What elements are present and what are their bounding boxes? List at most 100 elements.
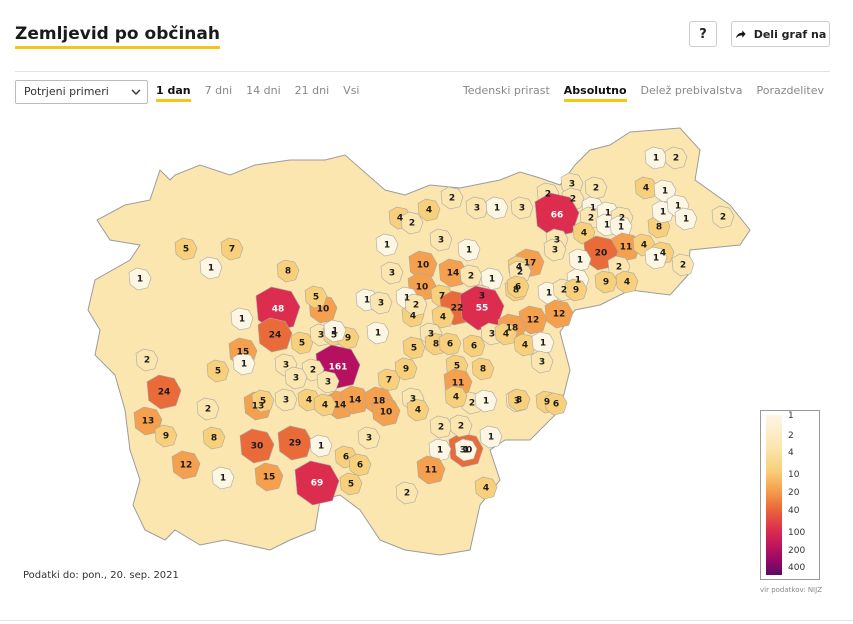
municipality-area[interactable]	[429, 415, 453, 439]
municipality-area[interactable]	[304, 285, 328, 309]
municipality-area[interactable]	[531, 331, 555, 355]
municipality-area[interactable]	[402, 336, 426, 360]
municipality-area[interactable]	[471, 357, 495, 381]
municipality-area[interactable]	[568, 248, 592, 272]
municipality-area[interactable]	[290, 331, 314, 355]
municipality-area[interactable]	[257, 317, 293, 353]
municipality-area[interactable]	[377, 368, 401, 392]
municipality-area[interactable]	[417, 198, 441, 222]
municipality-area[interactable]	[277, 425, 313, 461]
municipality-area[interactable]	[128, 267, 152, 291]
municipality-area[interactable]	[465, 196, 489, 220]
municipality-area[interactable]	[510, 196, 534, 220]
municipality-area[interactable]	[594, 270, 618, 294]
municipality-area[interactable]	[584, 176, 608, 200]
municipality-area[interactable]	[572, 221, 596, 245]
municipality-area[interactable]	[274, 388, 298, 412]
municipality-area[interactable]	[711, 205, 735, 229]
municipality-area[interactable]	[506, 275, 530, 299]
municipality-area[interactable]	[313, 393, 337, 417]
municipality-area[interactable]	[459, 264, 483, 288]
municipality-area[interactable]	[474, 389, 498, 413]
municipality-area[interactable]	[404, 293, 428, 317]
municipality-area[interactable]	[239, 428, 275, 464]
municipality-area[interactable]	[316, 370, 340, 394]
municipality-area[interactable]	[615, 270, 639, 294]
municipality-area[interactable]	[171, 450, 201, 480]
municipality-area[interactable]	[609, 215, 633, 239]
municipality-area[interactable]	[416, 455, 446, 485]
municipality-area[interactable]	[254, 462, 284, 492]
municipality-area[interactable]	[644, 146, 668, 170]
tab-delez-prebivalstva[interactable]: Delež prebivalstva	[640, 84, 743, 97]
tab-14-dni[interactable]: 14 dni	[246, 84, 281, 97]
municipality-area[interactable]	[644, 246, 668, 270]
municipality-area[interactable]	[196, 397, 220, 421]
tab-21-dni[interactable]: 21 dni	[294, 84, 330, 97]
municipality-area[interactable]	[154, 424, 178, 448]
municipality-area[interactable]	[202, 426, 226, 450]
tab-absolutno[interactable]: Absolutno	[563, 84, 627, 102]
municipality-area[interactable]	[429, 228, 453, 252]
municipality-area[interactable]	[174, 237, 198, 261]
municipality-area[interactable]	[507, 388, 531, 412]
metric-select[interactable]: Potrjeni primeri	[15, 80, 148, 104]
municipality-area[interactable]	[369, 291, 393, 315]
municipality-area[interactable]	[438, 332, 462, 356]
municipality-area[interactable]	[400, 211, 424, 235]
municipality-area[interactable]	[564, 278, 588, 302]
municipality-area[interactable]	[380, 261, 404, 285]
municipality-area[interactable]	[199, 256, 223, 280]
municipality-area[interactable]	[664, 146, 688, 170]
municipality-area[interactable]	[371, 397, 401, 427]
municipality-area[interactable]	[375, 233, 399, 257]
municipality-area[interactable]	[366, 321, 390, 345]
municipality-area[interactable]	[428, 438, 452, 462]
municipality-area[interactable]	[449, 414, 473, 438]
municipality-area[interactable]	[457, 238, 481, 262]
municipality-area[interactable]	[211, 466, 235, 490]
municipality-area[interactable]	[251, 389, 275, 413]
municipality-area[interactable]	[348, 453, 372, 477]
tab-vsi[interactable]: Vsi	[343, 84, 360, 97]
municipality-area[interactable]	[431, 305, 455, 329]
municipality-area[interactable]	[530, 350, 554, 374]
tab-1-dan[interactable]: 1 dan	[156, 84, 191, 102]
help-button[interactable]: ?	[689, 21, 717, 47]
municipality-area[interactable]	[230, 307, 254, 331]
municipality-area[interactable]	[133, 406, 163, 436]
tab-porazdelitev[interactable]: Porazdelitev	[756, 84, 824, 97]
municipality-area[interactable]	[671, 253, 695, 277]
tab-tedenski-prirast[interactable]: Tedenski prirast	[462, 84, 550, 97]
municipality-area[interactable]	[146, 374, 182, 410]
municipality-area[interactable]	[444, 385, 468, 409]
municipality-area[interactable]	[294, 460, 340, 506]
municipality-area[interactable]	[454, 438, 478, 462]
municipality-area[interactable]	[406, 398, 430, 422]
municipality-area[interactable]	[543, 238, 567, 262]
municipality-area[interactable]	[440, 186, 464, 210]
municipality-area[interactable]	[232, 352, 256, 376]
municipality-area[interactable]	[534, 192, 580, 238]
municipality-area[interactable]	[485, 196, 509, 220]
share-button[interactable]: Deli graf na	[731, 21, 830, 47]
municipality-area[interactable]	[479, 425, 503, 449]
municipality-area[interactable]	[653, 179, 677, 203]
tab-7-dni[interactable]: 7 dni	[204, 84, 233, 97]
municipality-area[interactable]	[462, 334, 486, 358]
municipality-area[interactable]	[206, 359, 230, 383]
municipality-area[interactable]	[459, 285, 505, 331]
municipality-area[interactable]	[674, 207, 698, 231]
municipality-area[interactable]	[284, 366, 308, 390]
municipality-area[interactable]	[339, 472, 363, 496]
municipality-area[interactable]	[480, 267, 504, 291]
municipality-area[interactable]	[323, 319, 347, 343]
municipality-area[interactable]	[544, 392, 568, 416]
municipality-area[interactable]	[474, 476, 498, 500]
municipality-area[interactable]	[357, 426, 381, 450]
municipality-area[interactable]	[309, 434, 333, 458]
municipality-area[interactable]	[395, 481, 419, 505]
municipality-area[interactable]	[408, 250, 438, 280]
municipality-area[interactable]	[135, 348, 159, 372]
